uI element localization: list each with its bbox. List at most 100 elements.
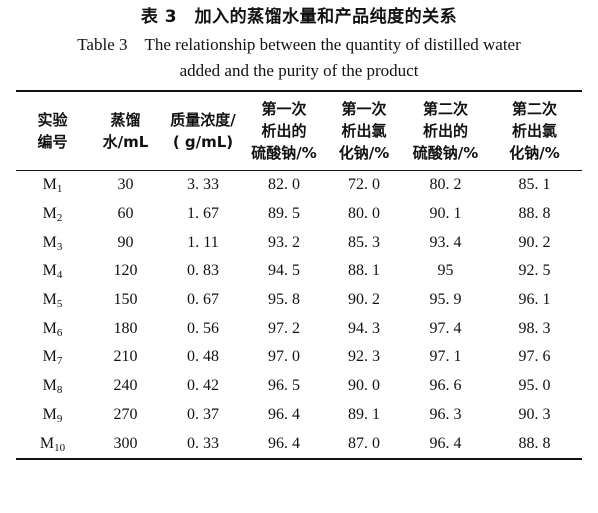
- header-second-sodium-sulfate: 第二次 析出的 硫酸钠/%: [412, 100, 479, 162]
- second-sodium-chloride-cell: 90. 3: [518, 405, 551, 423]
- first-sodium-chloride-cell: 80. 0: [348, 205, 380, 223]
- distilled-water-cell: 210: [113, 348, 138, 366]
- second-sodium-chloride-cell: 88. 8: [518, 434, 551, 452]
- experiment-id-letter: M: [42, 291, 57, 309]
- experiment-id-cell: M5: [16, 286, 89, 315]
- table-bottom-rule: [16, 457, 582, 460]
- header-first-sodium-sulfate: 第一次 析出的 硫酸钠/%: [251, 100, 317, 162]
- first-sodium-sulfate-cell: 96. 5: [268, 377, 300, 395]
- table-row: M3 90 1. 11 93. 2 85. 3 93. 4 90. 2: [16, 228, 582, 257]
- experiment-id-cell: M3: [16, 228, 89, 257]
- mass-concentration-cell: 0. 67: [187, 291, 219, 309]
- mass-concentration-cell: 0. 83: [187, 262, 219, 280]
- distilled-water-cell: 30: [117, 176, 134, 194]
- second-sodium-chloride-cell: 92. 5: [518, 262, 551, 280]
- experiment-id-number: 4: [56, 269, 63, 282]
- header-first-sodium-chloride: 第一次 析出氯 化钠/%: [338, 100, 390, 162]
- first-sodium-chloride-cell: 90. 2: [348, 291, 380, 309]
- experiment-id-letter: M: [42, 377, 57, 395]
- header-experiment-id: 实验 编号: [37, 111, 68, 151]
- second-sodium-chloride-cell: 98. 3: [518, 319, 551, 337]
- mass-concentration-cell: 0. 33: [187, 434, 219, 452]
- experiment-id-letter: M: [39, 434, 55, 452]
- distilled-water-cell: 90: [117, 233, 134, 251]
- experiment-id-cell: M10: [16, 429, 89, 458]
- experiment-id-letter: M: [42, 348, 57, 366]
- table-row: M5 150 0. 67 95. 8 90. 2 95. 9 96. 1: [16, 286, 582, 315]
- experiment-id-number: 6: [56, 326, 63, 339]
- data-table-body: M1 30 3. 33 82. 0 72. 0 80. 2 85. 1 M2 60 1. 67 89…: [16, 171, 582, 458]
- header-mass-concentration: 质量浓度/ ( g/mL): [170, 111, 236, 151]
- experiment-id-letter: M: [42, 233, 57, 251]
- distilled-water-cell: 120: [113, 262, 138, 280]
- experiment-id-number: 1: [56, 183, 63, 196]
- first-sodium-sulfate-cell: 97. 2: [268, 319, 300, 337]
- first-sodium-chloride-cell: 92. 3: [348, 348, 380, 366]
- second-sodium-sulfate-cell: 97. 1: [429, 348, 462, 366]
- first-sodium-chloride-cell: 87. 0: [348, 434, 380, 452]
- table-row: M1 30 3. 33 82. 0 72. 0 80. 2 85. 1: [16, 171, 582, 200]
- table-caption-english-line-2: added and the purity of the product: [179, 61, 419, 80]
- second-sodium-sulfate-cell: 96. 6: [429, 377, 462, 395]
- header-distilled-water: 蒸馏 水/mL: [102, 111, 149, 151]
- table-row: M9 270 0. 37 96. 4 89. 1 96. 3 90. 3: [16, 401, 582, 430]
- experiment-id-letter: M: [42, 319, 57, 337]
- distilled-water-cell: 300: [113, 434, 138, 452]
- mass-concentration-cell: 0. 56: [187, 319, 219, 337]
- experiment-id-number: 3: [56, 240, 63, 253]
- first-sodium-chloride-cell: 89. 1: [348, 405, 380, 423]
- table-header-rule: [16, 170, 582, 171]
- table-header: 实验 编号 蒸馏 水/mL 质量浓度/ ( g/mL) 第一次 析出的 硫酸钠/…: [16, 92, 582, 170]
- experiment-id-cell: M6: [16, 314, 89, 343]
- table-row: M7 210 0. 48 97. 0 92. 3 97. 1 97. 6: [16, 343, 582, 372]
- experiment-id-number: 2: [56, 212, 63, 225]
- distilled-water-cell: 240: [113, 377, 138, 395]
- experiment-id-cell: M9: [16, 401, 89, 430]
- experiment-id-letter: M: [42, 262, 57, 280]
- table-caption-chinese: 表 3 加入的蒸馏水量和产品纯度的关系: [140, 7, 458, 27]
- data-table: 实验 编号 蒸馏 水/mL 质量浓度/ ( g/mL) 第一次 析出的 硫酸钠/…: [16, 92, 582, 170]
- experiment-id-letter: M: [42, 205, 57, 223]
- experiment-id-cell: M8: [16, 372, 89, 401]
- second-sodium-sulfate-cell: 90. 1: [429, 205, 462, 223]
- table-top-rule: [16, 90, 582, 92]
- experiment-id-letter: M: [42, 405, 57, 423]
- mass-concentration-cell: 1. 67: [187, 205, 219, 223]
- second-sodium-sulfate-cell: 95: [437, 262, 454, 280]
- first-sodium-chloride-cell: 85. 3: [348, 233, 380, 251]
- first-sodium-sulfate-cell: 82. 0: [268, 176, 300, 194]
- first-sodium-chloride-cell: 88. 1: [348, 262, 380, 280]
- experiment-id-cell: M4: [16, 257, 89, 286]
- first-sodium-sulfate-cell: 94. 5: [268, 262, 300, 280]
- table-row: M8 240 0. 42 96. 5 90. 0 96. 6 95. 0: [16, 372, 582, 401]
- first-sodium-chloride-cell: 72. 0: [348, 176, 380, 194]
- table-caption-english-line-1: Table 3 The relationship between the qua…: [77, 35, 521, 54]
- second-sodium-chloride-cell: 95. 0: [518, 377, 551, 395]
- mass-concentration-cell: 1. 11: [187, 233, 219, 251]
- second-sodium-sulfate-cell: 80. 2: [429, 176, 462, 194]
- distilled-water-cell: 60: [117, 205, 134, 223]
- second-sodium-chloride-cell: 96. 1: [518, 291, 551, 309]
- distilled-water-cell: 180: [113, 319, 138, 337]
- header-row: 实验 编号 蒸馏 水/mL 质量浓度/ ( g/mL) 第一次 析出的 硫酸钠/…: [16, 92, 582, 170]
- experiment-id-letter: M: [42, 176, 57, 194]
- first-sodium-sulfate-cell: 97. 0: [268, 348, 300, 366]
- second-sodium-sulfate-cell: 97. 4: [429, 319, 462, 337]
- mass-concentration-cell: 0. 42: [187, 377, 219, 395]
- second-sodium-sulfate-cell: 96. 3: [429, 405, 462, 423]
- first-sodium-chloride-cell: 90. 0: [348, 377, 380, 395]
- distilled-water-cell: 270: [113, 405, 138, 423]
- second-sodium-sulfate-cell: 95. 9: [429, 291, 462, 309]
- first-sodium-sulfate-cell: 89. 5: [268, 205, 300, 223]
- table-body: M1 30 3. 33 82. 0 72. 0 80. 2 85. 1 M2 60 1. 67 89…: [16, 171, 582, 458]
- first-sodium-sulfate-cell: 95. 8: [268, 291, 300, 309]
- first-sodium-chloride-cell: 94. 3: [348, 319, 380, 337]
- table-caption-english: Table 3 The relationship between the qua…: [16, 32, 582, 84]
- mass-concentration-cell: 3. 33: [187, 176, 219, 194]
- mass-concentration-cell: 0. 37: [187, 405, 219, 423]
- second-sodium-sulfate-cell: 93. 4: [429, 233, 462, 251]
- experiment-id-number: 10: [54, 441, 66, 454]
- table-row: M10 300 0. 33 96. 4 87. 0 96. 4 88. 8: [16, 429, 582, 458]
- table-row: M4 120 0. 83 94. 5 88. 1 95 92. 5: [16, 257, 582, 286]
